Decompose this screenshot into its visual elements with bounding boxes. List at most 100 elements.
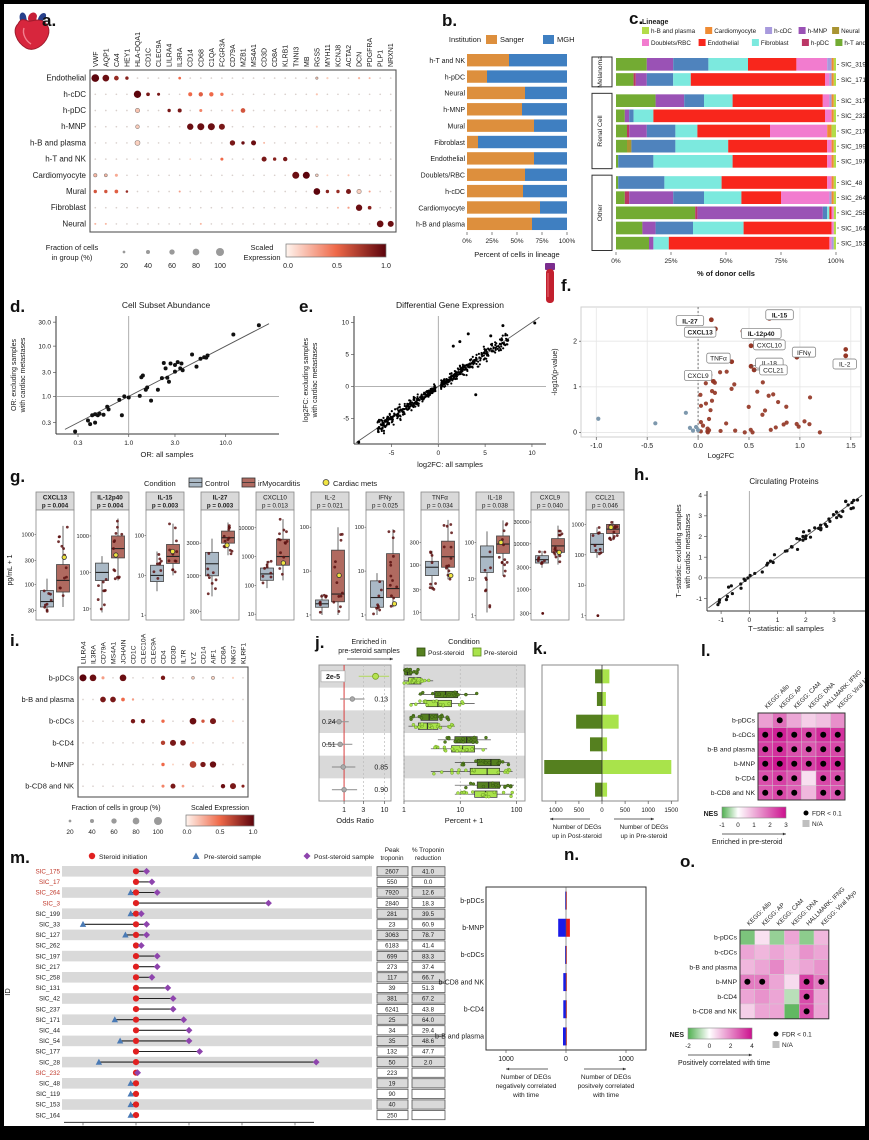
label: 1: [776, 617, 780, 624]
celltype-label: b-B and plasma: [435, 1034, 484, 1041]
expression-dot: [326, 223, 329, 225]
label: 25%: [485, 238, 498, 245]
expression-dot: [202, 677, 204, 679]
deg-bar-negative: [565, 945, 566, 964]
expression-dot: [294, 223, 297, 225]
pre-steroid-marker: [122, 931, 129, 938]
lineage-label: h-MNP: [443, 107, 465, 114]
gene-label: IL3RA: [91, 645, 98, 664]
steroid-initiation-marker: [132, 942, 140, 949]
expression-dot: [368, 109, 371, 112]
expression-dot: [207, 123, 215, 131]
data-point: [166, 379, 171, 384]
expression-dot: [187, 123, 194, 130]
expression-dot: [189, 761, 197, 768]
donor-id: SIC_232: [841, 113, 866, 120]
gene-label: TNNI3: [293, 47, 300, 67]
gene-label: CLEC10A: [141, 633, 148, 664]
expression-dot: [168, 142, 170, 144]
expression-dot: [229, 140, 236, 146]
expression-dot: [192, 785, 194, 787]
expression-dot: [82, 742, 84, 744]
facet-pvalue: p = 0.046: [592, 503, 619, 510]
expression-dot: [210, 158, 213, 160]
donor-id: SIC_153: [841, 240, 866, 247]
bar-segment: [831, 206, 834, 220]
pre-steroid-marker: [79, 920, 87, 927]
expression-dot: [358, 142, 360, 144]
bar-sanger: [467, 86, 525, 100]
expression-dot: [92, 742, 94, 744]
expression-dot: [82, 763, 84, 766]
steroid-initiation-marker: [132, 1016, 140, 1023]
label: 10: [528, 450, 536, 457]
gene-label: CD14: [188, 49, 195, 67]
gene-label: NKG7: [231, 645, 238, 664]
legend-title: Condition: [144, 479, 176, 488]
expression-dot: [125, 76, 129, 80]
peak-troponin-value: 2607: [385, 869, 399, 876]
data-point: [179, 361, 184, 366]
bar-segment: [649, 236, 654, 250]
label: pre-steroid samples: [338, 648, 400, 655]
y-axis-label: OR: excluding samples: [11, 339, 18, 411]
data-point: [190, 352, 195, 357]
expression-dot: [114, 189, 119, 194]
expression-dot: [146, 92, 150, 97]
expression-dot: [389, 93, 392, 96]
bar-segment: [690, 73, 825, 86]
odds-ratio-point: [341, 786, 347, 793]
bar-segment: [646, 73, 674, 86]
troponin-reduction-value: 60.9: [422, 922, 435, 929]
peak-troponin-value: 117: [387, 975, 397, 982]
label: 30.0: [38, 319, 51, 326]
bar-segment: [831, 73, 834, 86]
legend-item: Neural: [841, 28, 860, 35]
expression-dot: [263, 190, 265, 193]
label: Fraction of cells: [46, 243, 99, 252]
label: 30: [28, 608, 34, 614]
fdr-dot: [759, 978, 766, 985]
celltype-label: b-B and plasma: [689, 964, 737, 971]
bar-segment: [653, 109, 825, 123]
bar-segment: [833, 139, 836, 153]
label: 20: [120, 263, 128, 270]
bar-sanger: [467, 54, 509, 67]
expression-dot: [218, 123, 225, 130]
patient-id: SIC_175: [35, 869, 60, 876]
bar-segment: [833, 94, 836, 107]
expression-dot: [189, 190, 192, 193]
expression-dot: [358, 109, 360, 112]
expression-dot: [347, 109, 350, 112]
label: -1: [718, 617, 724, 624]
expression-dot: [192, 741, 194, 744]
expression-dot: [357, 77, 361, 80]
fdr-dot: [744, 978, 751, 985]
labeled-point: [748, 343, 754, 349]
patient-id: SIC_232: [35, 1070, 60, 1077]
expression-dot: [347, 142, 350, 144]
celltype-label: Fibroblast: [51, 203, 87, 212]
lineage-label: Mural: [447, 123, 465, 130]
data-point: [175, 360, 180, 365]
expression-dot: [114, 75, 119, 81]
expression-dot: [337, 93, 339, 96]
label: reduction: [415, 855, 442, 862]
nes-cell: [754, 929, 770, 946]
p-value: 0.85: [374, 765, 388, 772]
post-steroid-marker: [180, 1016, 188, 1024]
nes-cell: [769, 988, 785, 1005]
bar-sanger: [467, 184, 523, 198]
expression-dot: [252, 77, 255, 79]
post-steroid-marker: [153, 952, 161, 960]
gene-label: ACTA2: [346, 45, 353, 67]
expression-dot: [347, 174, 350, 177]
steroid-initiation-marker: [132, 1027, 140, 1034]
expression-dot: [172, 720, 174, 722]
patient-id: SIC_217: [35, 964, 60, 971]
expression-dot: [92, 763, 94, 766]
expression-dot: [389, 109, 392, 112]
bar-mgh: [534, 119, 567, 132]
expression-dot: [199, 158, 202, 160]
